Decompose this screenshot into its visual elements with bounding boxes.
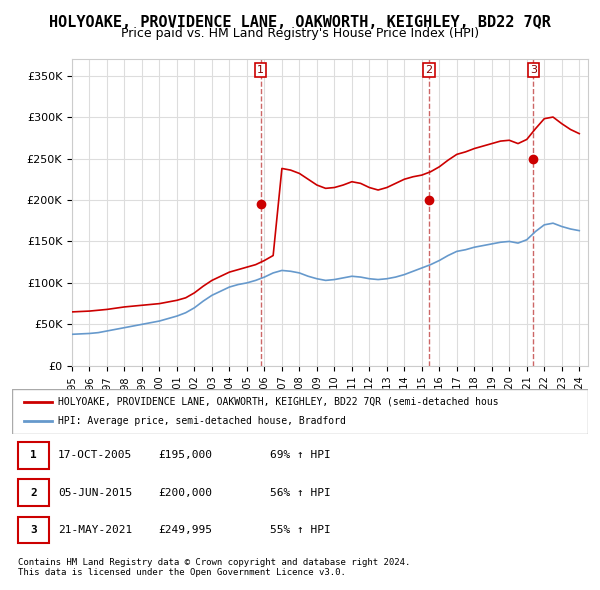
Text: HOLYOAKE, PROVIDENCE LANE, OAKWORTH, KEIGHLEY, BD22 7QR (semi-detached hous: HOLYOAKE, PROVIDENCE LANE, OAKWORTH, KEI… [58, 397, 499, 407]
Text: £249,995: £249,995 [158, 525, 212, 535]
Text: 56% ↑ HPI: 56% ↑ HPI [269, 488, 331, 497]
Text: 1: 1 [257, 65, 264, 75]
Text: 69% ↑ HPI: 69% ↑ HPI [269, 450, 331, 460]
Text: 21-MAY-2021: 21-MAY-2021 [58, 525, 133, 535]
Text: HPI: Average price, semi-detached house, Bradford: HPI: Average price, semi-detached house,… [58, 417, 346, 426]
Text: 17-OCT-2005: 17-OCT-2005 [58, 450, 133, 460]
Text: Price paid vs. HM Land Registry's House Price Index (HPI): Price paid vs. HM Land Registry's House … [121, 27, 479, 40]
FancyBboxPatch shape [18, 479, 49, 506]
Text: £195,000: £195,000 [158, 450, 212, 460]
Text: 3: 3 [530, 65, 537, 75]
FancyBboxPatch shape [12, 389, 588, 434]
FancyBboxPatch shape [18, 442, 49, 468]
Text: 2: 2 [30, 488, 37, 497]
Text: 55% ↑ HPI: 55% ↑ HPI [269, 525, 331, 535]
Text: 1: 1 [30, 450, 37, 460]
Text: 3: 3 [30, 525, 37, 535]
Text: Contains HM Land Registry data © Crown copyright and database right 2024.
This d: Contains HM Land Registry data © Crown c… [18, 558, 410, 577]
Text: HOLYOAKE, PROVIDENCE LANE, OAKWORTH, KEIGHLEY, BD22 7QR: HOLYOAKE, PROVIDENCE LANE, OAKWORTH, KEI… [49, 15, 551, 30]
FancyBboxPatch shape [18, 517, 49, 543]
Text: 05-JUN-2015: 05-JUN-2015 [58, 488, 133, 497]
Text: 2: 2 [425, 65, 433, 75]
Text: £200,000: £200,000 [158, 488, 212, 497]
